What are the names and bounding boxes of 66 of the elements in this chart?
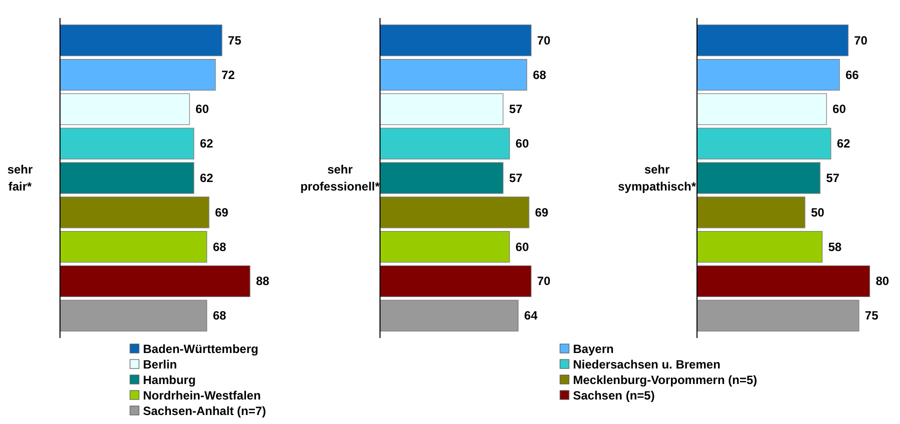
data-label: 50 xyxy=(810,205,825,220)
bar xyxy=(380,24,532,56)
y-axis-title: sehr sympathisch* xyxy=(618,162,696,194)
data-label: 70 xyxy=(854,33,868,48)
data-label: 68 xyxy=(212,308,226,323)
legend-label: Nordrhein-Westfalen xyxy=(143,388,261,402)
legend-label: Sachsen-Anhalt (n=7) xyxy=(143,404,266,418)
legend-label: Baden-Württemberg xyxy=(143,342,258,356)
data-label: 80 xyxy=(876,274,890,288)
legend-label: Berlin xyxy=(143,358,178,372)
bar xyxy=(696,231,823,263)
bar xyxy=(380,265,532,298)
bar xyxy=(60,300,208,332)
bar xyxy=(60,24,222,56)
bar xyxy=(380,231,510,263)
data-label: 72 xyxy=(221,68,236,82)
bar xyxy=(696,162,820,194)
y-axis-title: sehr fair* xyxy=(7,162,33,194)
bar xyxy=(60,162,194,194)
data-label: 62 xyxy=(836,136,851,151)
data-label: 60 xyxy=(832,102,846,116)
bar xyxy=(696,93,827,125)
data-label: 66 xyxy=(846,68,860,82)
bar xyxy=(60,128,194,160)
bar xyxy=(380,93,504,125)
data-label: 69 xyxy=(534,205,549,220)
bar xyxy=(380,58,528,91)
bar xyxy=(60,231,208,263)
data-label: 88 xyxy=(256,274,270,288)
data-label: 70 xyxy=(537,33,551,48)
bar xyxy=(380,196,530,228)
data-label: 60 xyxy=(196,102,210,116)
legend-label: Bayern xyxy=(573,342,614,356)
bar xyxy=(60,196,210,228)
bar xyxy=(60,265,250,298)
bar xyxy=(696,300,860,332)
bar xyxy=(696,265,870,298)
bar xyxy=(60,58,216,91)
data-label: 60 xyxy=(516,136,530,151)
bar xyxy=(696,58,840,91)
data-label: 68 xyxy=(532,68,546,82)
legend-label: Hamburg xyxy=(143,373,196,387)
bar xyxy=(60,93,190,125)
data-label: 64 xyxy=(524,308,538,323)
data-label: 58 xyxy=(828,240,842,254)
data-label: 57 xyxy=(509,102,523,116)
data-label: 75 xyxy=(228,33,242,48)
data-label: 57 xyxy=(826,171,840,185)
data-label: 62 xyxy=(200,171,214,185)
bar xyxy=(696,128,832,160)
bar xyxy=(696,196,806,228)
legend-label: Mecklenburg-Vorpommern (n=5) xyxy=(573,373,758,387)
legend-label: Sachsen (n=5) xyxy=(573,388,655,402)
data-label: 75 xyxy=(864,308,879,323)
bar xyxy=(380,300,518,332)
bar xyxy=(696,24,848,56)
legend-label: Niedersachsen u. Bremen xyxy=(573,358,720,372)
data-label: 69 xyxy=(214,205,229,220)
y-axis-title: sehr professionell* xyxy=(300,162,380,194)
bar xyxy=(380,128,510,160)
data-label: 62 xyxy=(200,136,214,151)
data-label: 60 xyxy=(516,240,530,254)
data-label: 70 xyxy=(537,274,551,288)
bar xyxy=(380,162,504,194)
data-label: 57 xyxy=(509,171,523,185)
data-label: 68 xyxy=(212,240,226,254)
